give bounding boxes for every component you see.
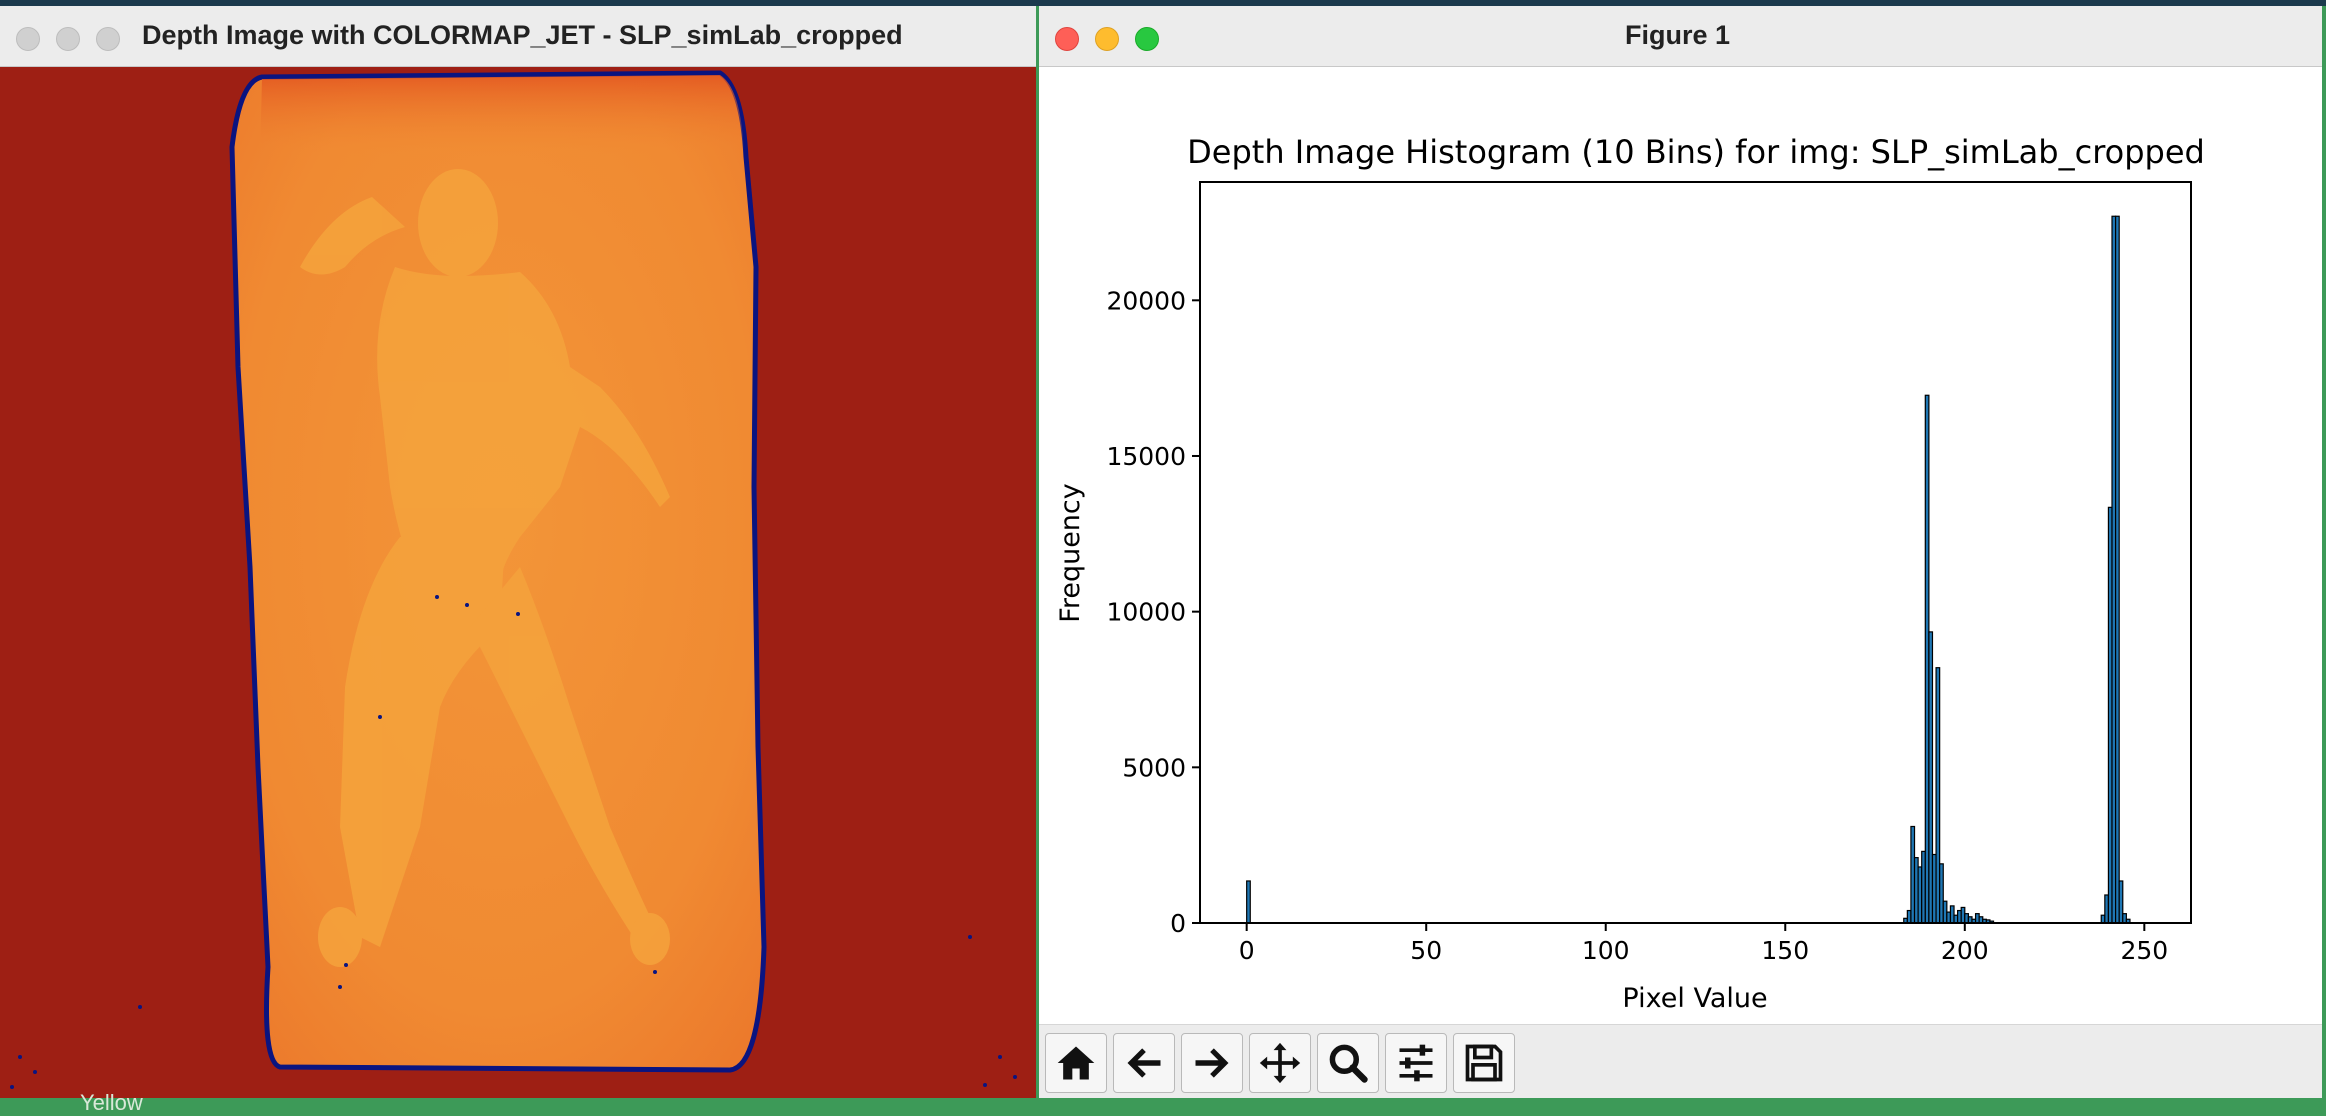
y-tick-label: 20000	[1106, 286, 1186, 315]
zoom-button[interactable]	[1317, 1033, 1379, 1093]
forward-button[interactable]	[1181, 1033, 1243, 1093]
person-silhouette	[300, 169, 670, 967]
zoom-icon	[1329, 1044, 1368, 1083]
depth-image-window: Depth Image with COLORMAP_JET - SLP_simL…	[0, 6, 1036, 1098]
y-axis: 0 5000 10000 15000 20000	[1106, 286, 1200, 938]
figure-window: Figure 1 Depth Image Histogram (10 Bins)…	[1039, 6, 2322, 1098]
close-button[interactable]	[1055, 27, 1079, 51]
depth-window-titlebar[interactable]: Depth Image with COLORMAP_JET - SLP_simL…	[0, 6, 1036, 67]
depth-colormap-image	[0, 67, 1036, 1098]
histogram-plot[interactable]: Depth Image Histogram (10 Bins) for img:…	[1039, 67, 2322, 1024]
x-axis: 0 50 100 150 200 250	[1239, 923, 2168, 965]
y-axis-label: Frequency	[1055, 483, 1086, 623]
configure-subplots-button[interactable]	[1385, 1033, 1447, 1093]
histogram-bars	[1246, 215, 2131, 924]
chart-title: Depth Image Histogram (10 Bins) for img:…	[1187, 133, 2205, 171]
close-button[interactable]	[16, 27, 40, 51]
home-icon	[1057, 1046, 1095, 1080]
pan-button[interactable]	[1249, 1033, 1311, 1093]
minimize-button[interactable]	[56, 27, 80, 51]
figure-window-titlebar[interactable]: Figure 1	[1039, 6, 2322, 67]
pan-icon	[1259, 1042, 1301, 1084]
zoom-window-button[interactable]	[96, 27, 120, 51]
sliders-icon	[1399, 1044, 1433, 1082]
x-tick-label: 200	[1941, 936, 1989, 965]
depth-image	[0, 67, 1036, 1098]
histogram-chart[interactable]: Depth Image Histogram (10 Bins) for img:…	[1039, 67, 2322, 1024]
navigation-toolbar	[1039, 1024, 2322, 1098]
x-tick-label: 100	[1582, 936, 1630, 965]
x-tick-label: 50	[1410, 936, 1442, 965]
zoom-window-button[interactable]	[1135, 27, 1159, 51]
forward-arrow-icon	[1195, 1048, 1229, 1078]
back-button[interactable]	[1113, 1033, 1175, 1093]
x-tick-label: 0	[1239, 936, 1255, 965]
y-tick-label: 10000	[1106, 598, 1186, 627]
save-button[interactable]	[1453, 1033, 1515, 1093]
y-tick-label: 5000	[1122, 753, 1186, 782]
histogram-bar	[1246, 880, 1251, 924]
save-icon	[1465, 1044, 1503, 1082]
plot-frame	[1199, 181, 2192, 924]
back-arrow-icon	[1127, 1048, 1161, 1078]
home-button[interactable]	[1045, 1033, 1107, 1093]
desktop-top-strip	[0, 0, 2326, 6]
x-tick-label: 250	[2120, 936, 2168, 965]
depth-window-title: Depth Image with COLORMAP_JET - SLP_simL…	[142, 20, 903, 50]
figure-window-title: Figure 1	[1625, 20, 1731, 50]
minimize-button[interactable]	[1095, 27, 1119, 51]
x-tick-label: 150	[1761, 936, 1809, 965]
x-axis-label: Pixel Value	[1622, 983, 1767, 1014]
y-tick-label: 15000	[1106, 442, 1186, 471]
desktop-label: Yellow	[80, 1090, 143, 1115]
y-tick-label: 0	[1170, 909, 1186, 938]
histogram-bar	[2114, 215, 2120, 924]
